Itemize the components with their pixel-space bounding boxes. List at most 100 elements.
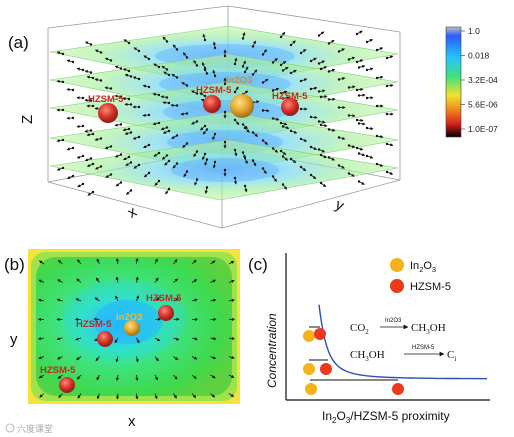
sample-point (289, 71, 293, 75)
sample-point (119, 123, 123, 126)
sample-point (327, 70, 331, 73)
sample-point (195, 178, 199, 181)
flux-arrow-2d (57, 259, 63, 265)
sample-point (309, 87, 313, 91)
hzsm5-dot-2 (320, 363, 332, 375)
sample-point (281, 155, 285, 158)
sample-point (129, 131, 133, 134)
sample-point (299, 107, 303, 111)
sample-point (223, 54, 227, 58)
flux-arrow-2d (173, 337, 180, 341)
sample-point (319, 181, 323, 185)
sample-point (271, 61, 275, 64)
particle-in2o3 (230, 94, 254, 118)
axis-y-label: y (333, 196, 347, 215)
sample-point (319, 95, 323, 99)
flux-arrow-2d (75, 337, 82, 341)
in2o3-dot-1 (303, 330, 315, 342)
sample-point (99, 137, 103, 140)
axis-x-label-2d: x (128, 413, 136, 430)
proximity-dots (303, 328, 404, 395)
axis-z-label: Z (19, 115, 36, 124)
sample-point (337, 78, 341, 81)
sample-point (233, 90, 237, 94)
sample-point (99, 165, 103, 168)
panel-b-label: (b) (4, 255, 25, 274)
sample-point (213, 160, 217, 164)
reaction-1: CO2 In2O3 CH3OH (350, 318, 446, 336)
reaction-2-catalyst: HZSM-5 (412, 345, 435, 351)
flux-arrow-2d (173, 393, 177, 399)
flux-arrow-2d (154, 393, 158, 400)
sample-point (167, 101, 171, 105)
sample-point (213, 74, 217, 78)
sample-point (233, 148, 237, 152)
particle-label: HZSM-5 (76, 319, 112, 330)
flux-arrow-2d (135, 257, 139, 265)
sample-point (319, 153, 323, 157)
sample-point (289, 43, 293, 47)
flux-arrow-2d (210, 279, 217, 283)
sample-point (281, 69, 285, 72)
sample-point (147, 143, 151, 147)
sample-point (319, 67, 323, 71)
flux-arrow-2d (95, 277, 100, 283)
sample-point (137, 105, 141, 109)
sample-point (167, 129, 171, 133)
sample-point (309, 115, 313, 119)
x-title-part-3: /HZSM-5 proximity (350, 409, 449, 423)
colorbar-ticks: 1.0 0.018 3.2E-04 5.6E-06 1.0E-07 (461, 26, 498, 134)
flux-arrow-2d (57, 356, 63, 360)
sample-point (157, 65, 161, 69)
x-axis-title: In2O3/HZSM-5 proximity (322, 409, 450, 425)
sample-point (241, 123, 245, 126)
flux-arrow-2d (56, 298, 63, 302)
sample-point (127, 127, 131, 131)
particle-hzsm5 (281, 98, 299, 116)
sample-point (91, 190, 95, 194)
sample-point (147, 57, 151, 61)
flux-arrow-2d (154, 258, 158, 265)
sample-point (127, 155, 131, 159)
flux-arrow-2d (95, 356, 100, 362)
sample-point (271, 147, 275, 150)
sample-point (241, 37, 245, 40)
watermark-text: 六度课堂 (17, 423, 53, 435)
sample-point (157, 179, 161, 183)
sample-point (91, 104, 95, 108)
sample-point (327, 98, 331, 101)
sample-point (357, 66, 361, 69)
sample-point (289, 129, 293, 133)
sample-point (243, 70, 247, 74)
sample-point (223, 168, 227, 172)
sample-point (175, 134, 179, 137)
sample-point (89, 99, 93, 102)
flux-arrow-2d (154, 317, 162, 321)
sample-point (109, 173, 113, 176)
sample-point (347, 58, 351, 61)
sample-point (385, 142, 389, 146)
sample-point (251, 159, 255, 162)
flux-arrow-2d (115, 374, 120, 382)
sample-point (167, 187, 171, 191)
sample-point (317, 120, 321, 123)
sample-point (129, 161, 133, 164)
sample-point (147, 85, 151, 89)
hzsm5-dot-1 (314, 328, 326, 340)
sample-point (89, 129, 93, 132)
flux-arrow-2d (38, 260, 45, 265)
sample-point (355, 118, 359, 122)
particle-label: HZSM-5 (272, 91, 308, 102)
panel-c-label: (c) (248, 255, 268, 274)
sample-point (337, 136, 341, 139)
sample-point (203, 38, 207, 42)
sample-point (61, 108, 65, 112)
sample-point (185, 56, 189, 59)
sample-point (157, 151, 161, 155)
sample-point (157, 93, 161, 97)
flux-arrow-field-2d (37, 257, 236, 400)
flux-arrow-2d (210, 356, 217, 360)
sample-point (81, 124, 85, 128)
